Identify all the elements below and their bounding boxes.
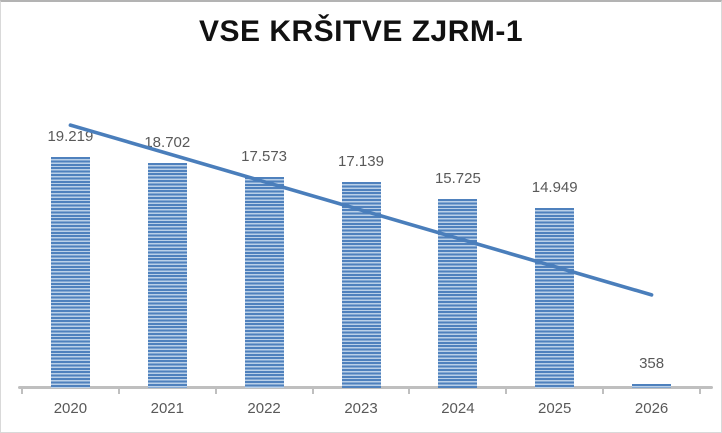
category-label-2021: 2021 [150,400,184,417]
data-label-2026: 358 [639,354,665,372]
bar-2024 [438,199,478,388]
data-label-2024: 15.725 [434,170,481,187]
data-label-2021: 18.702 [144,134,191,152]
x-axis-tick [311,387,314,394]
x-axis-tick [408,387,411,394]
x-axis-tick [602,387,605,394]
bar-2025 [535,208,575,388]
category-label-2022: 2022 [247,400,281,417]
bar-2022 [244,176,284,388]
bar-2023 [341,182,381,388]
x-axis-tick [214,387,217,394]
bar-2021 [147,163,187,388]
category-label-2020: 2020 [53,400,88,417]
x-axis-tick [21,387,23,394]
bar-2026 [632,383,672,388]
category-label-2023: 2023 [344,400,378,417]
category-label-2024: 2024 [441,400,475,417]
bar-2020 [50,157,90,388]
chart-title: VSE KRŠITVE ZJRM-1 [198,15,524,48]
data-label-2020: 19.219 [47,128,94,145]
category-label-2025: 2025 [538,400,572,417]
data-label-2022: 17.573 [241,147,288,165]
category-label-2026: 2026 [634,400,669,417]
x-axis-tick [505,387,508,394]
data-label-2023: 17.139 [338,153,384,170]
x-axis-tick [117,387,120,394]
data-label-2025: 14.949 [531,179,578,197]
x-axis-tick [699,387,701,394]
